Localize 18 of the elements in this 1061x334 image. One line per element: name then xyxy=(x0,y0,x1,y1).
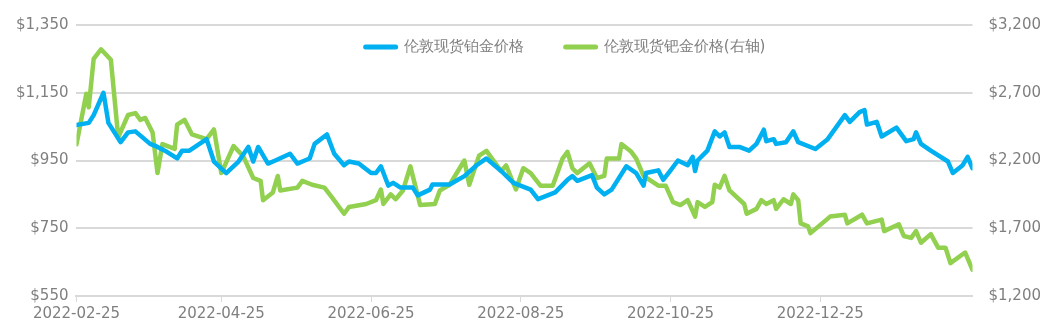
x-tick-label: 2022-08-25 xyxy=(477,303,565,322)
y2-tick-label: $2,700 xyxy=(988,82,1042,101)
x-tick-label: 2022-12-25 xyxy=(776,303,864,322)
legend-label: 伦敦现货铂金价格 xyxy=(403,36,524,55)
y-tick-label: $950 xyxy=(30,150,69,169)
y2-tick-label: $2,200 xyxy=(988,150,1042,169)
x-tick-label: 2022-04-25 xyxy=(177,303,265,322)
y-tick-label: $1,150 xyxy=(15,82,69,101)
y-tick-label: $550 xyxy=(30,285,69,304)
x-tick-label: 2022-10-25 xyxy=(626,303,715,322)
y-tick-label: $750 xyxy=(30,218,69,237)
y-tick-label: $1,350 xyxy=(15,14,69,33)
x-tick-label: 2022-06-25 xyxy=(327,303,415,322)
y2-tick-label: $1,200 xyxy=(988,285,1042,304)
x-tick-label: 2022-02-25 xyxy=(32,303,121,322)
y2-tick-label: $1,700 xyxy=(988,218,1042,237)
y2-tick-label: $3,200 xyxy=(988,14,1042,33)
legend-label: 伦敦现货钯金价格(右轴) xyxy=(603,36,766,55)
